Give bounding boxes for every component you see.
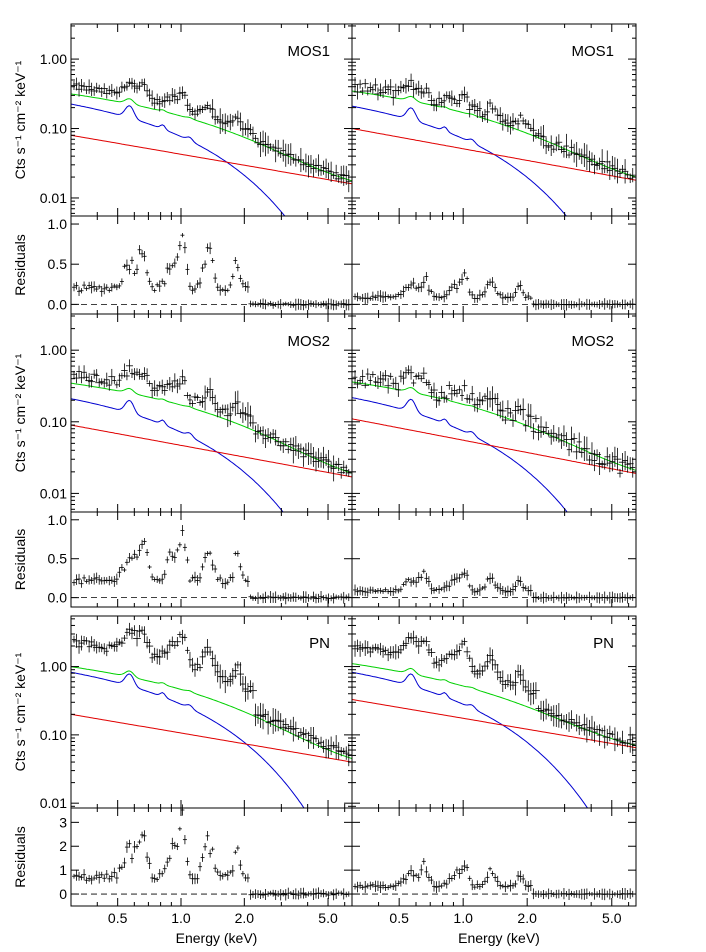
flux-axis-label: Cts s⁻¹ cm⁻² keV⁻¹ [12, 652, 28, 771]
x-axis-label: Energy (keV) [458, 930, 540, 946]
residual-axis-box [70, 807, 353, 907]
y-tick-label: 0.0 [48, 296, 68, 312]
y-tick-label: 0.10 [40, 414, 67, 430]
thermal-model-line [71, 398, 284, 512]
instrument-label: PN [309, 635, 330, 652]
model-lines [71, 382, 352, 512]
y-tick-label: 1.0 [48, 216, 68, 232]
y-tick-label: 1.0 [48, 512, 68, 528]
total-model-line [71, 382, 352, 474]
y-tick-label: 0.01 [40, 795, 67, 811]
total-model-line [352, 663, 636, 747]
y-tick-label: 0.01 [40, 485, 67, 501]
y-tick-label: 0.5 [48, 551, 68, 567]
y-tick-label: 0.5 [48, 256, 68, 272]
x-tick-label: 2.0 [517, 910, 537, 926]
data-points [352, 365, 636, 478]
residual-points [71, 233, 352, 311]
data-points [352, 73, 636, 184]
model-lines [352, 90, 636, 216]
instrument-label: MOS1 [287, 43, 330, 60]
x-tick-label: 0.5 [108, 910, 128, 926]
data-points [71, 77, 352, 193]
model-lines [71, 93, 352, 216]
thermal-model-line [352, 105, 567, 216]
powerlaw-model-line [352, 128, 636, 181]
residual-axis-label: Residuals [12, 529, 28, 590]
x-tick-label: 0.5 [389, 910, 409, 926]
x-tick-label: 5.0 [318, 910, 338, 926]
residual-axis-box [351, 215, 637, 315]
thermal-model-line [352, 671, 589, 808]
model-lines [71, 666, 352, 808]
powerlaw-model-line [71, 424, 352, 478]
x-tick-label: 1.0 [171, 910, 191, 926]
thermal-model-line [71, 103, 286, 216]
data-points [71, 359, 352, 482]
flux-axis-label: Cts s⁻¹ cm⁻² keV⁻¹ [12, 60, 28, 179]
y-tick-label: 3 [59, 814, 67, 830]
residual-points [71, 525, 352, 605]
residual-axis-box [70, 215, 353, 315]
total-model-line [71, 93, 352, 182]
residual-axis-label: Residuals [12, 826, 28, 887]
y-tick-label: 0.0 [48, 590, 68, 606]
y-tick-label: 1.00 [40, 342, 67, 358]
x-tick-label: 1.0 [453, 910, 473, 926]
flux-axis-label: Cts s⁻¹ cm⁻² keV⁻¹ [12, 353, 28, 472]
y-tick-label: 0 [59, 886, 67, 902]
total-model-line [352, 381, 636, 471]
powerlaw-model-line [352, 699, 636, 749]
y-tick-label: 1.00 [40, 659, 67, 675]
total-model-line [71, 666, 352, 759]
model-lines [352, 663, 636, 808]
y-tick-label: 1 [59, 862, 67, 878]
instrument-label: MOS2 [571, 333, 614, 350]
residual-axis-box [70, 511, 353, 608]
residual-axis-box [351, 511, 637, 608]
y-tick-label: 0.10 [40, 727, 67, 743]
y-tick-label: 1.00 [40, 51, 67, 67]
residual-points [352, 858, 636, 901]
x-tick-label: 5.0 [602, 910, 622, 926]
residual-points [352, 568, 636, 604]
residual-axis-label: Residuals [12, 234, 28, 295]
y-tick-label: 0.10 [40, 121, 67, 137]
instrument-label: MOS2 [287, 333, 330, 350]
thermal-model-line [352, 397, 568, 512]
residual-axis-box [351, 807, 637, 907]
thermal-model-line [71, 671, 305, 808]
residual-points [71, 804, 352, 901]
powerlaw-model-line [71, 713, 352, 763]
y-tick-label: 2 [59, 838, 67, 854]
powerlaw-model-line [352, 418, 636, 474]
x-tick-label: 2.0 [235, 910, 255, 926]
powerlaw-model-line [71, 134, 352, 185]
residual-points [352, 269, 636, 311]
y-tick-label: 0.01 [40, 190, 67, 206]
instrument-label: PN [593, 635, 614, 652]
data-points [352, 630, 636, 755]
x-axis-label: Energy (keV) [176, 930, 258, 946]
data-points [71, 622, 352, 767]
instrument-label: MOS1 [571, 43, 614, 60]
